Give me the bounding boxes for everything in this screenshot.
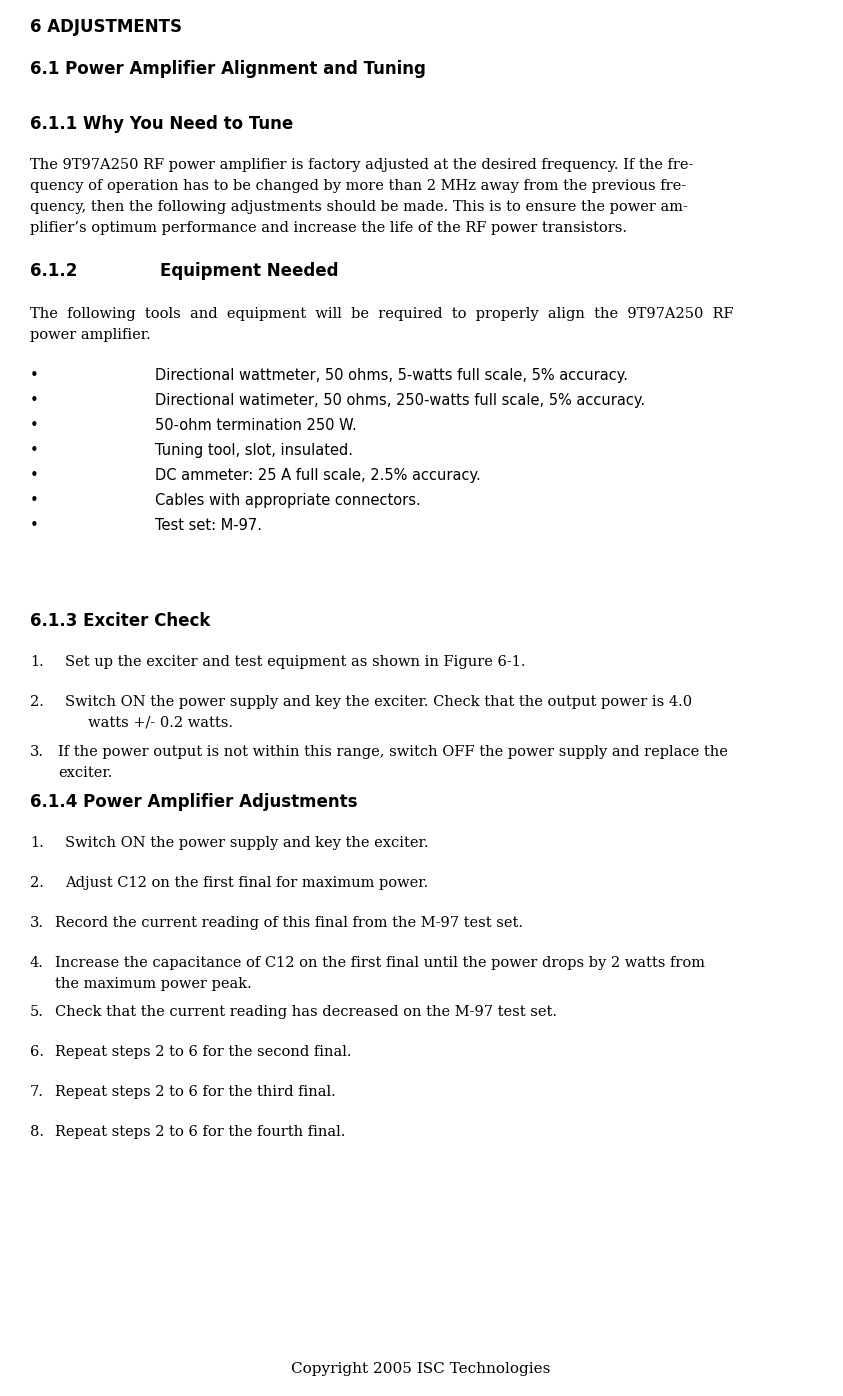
Text: •: •	[30, 394, 39, 408]
Text: 6.1 Power Amplifier Alignment and Tuning: 6.1 Power Amplifier Alignment and Tuning	[30, 60, 426, 78]
Text: the maximum power peak.: the maximum power peak.	[55, 977, 252, 991]
Text: Test set: M-97.: Test set: M-97.	[155, 518, 262, 533]
Text: •: •	[30, 493, 39, 508]
Text: 2.: 2.	[30, 695, 44, 709]
Text: Switch ON the power supply and key the exciter. Check that the output power is 4: Switch ON the power supply and key the e…	[65, 695, 692, 709]
Text: 1.: 1.	[30, 836, 44, 850]
Text: •: •	[30, 417, 39, 433]
Text: The  following  tools  and  equipment  will  be  required  to  properly  align  : The following tools and equipment will b…	[30, 307, 733, 321]
Text: 2.: 2.	[30, 877, 44, 891]
Text: watts +/- 0.2 watts.: watts +/- 0.2 watts.	[65, 716, 233, 730]
Text: 6 ADJUSTMENTS: 6 ADJUSTMENTS	[30, 18, 182, 36]
Text: 8.: 8.	[30, 1125, 44, 1139]
Text: Copyright 2005 ISC Technologies: Copyright 2005 ISC Technologies	[292, 1362, 550, 1376]
Text: 3.: 3.	[30, 745, 44, 759]
Text: Directional watimeter, 50 ohms, 250-watts full scale, 5% accuracy.: Directional watimeter, 50 ohms, 250-watt…	[155, 394, 645, 408]
Text: 50-ohm termination 250 W.: 50-ohm termination 250 W.	[155, 417, 357, 433]
Text: •: •	[30, 443, 39, 458]
Text: 3.: 3.	[30, 916, 44, 930]
Text: Repeat steps 2 to 6 for the third final.: Repeat steps 2 to 6 for the third final.	[55, 1085, 336, 1099]
Text: quency of operation has to be changed by more than 2 MHz away from the previous : quency of operation has to be changed by…	[30, 179, 686, 193]
Text: 1.: 1.	[30, 655, 44, 669]
Text: Repeat steps 2 to 6 for the fourth final.: Repeat steps 2 to 6 for the fourth final…	[55, 1125, 346, 1139]
Text: Repeat steps 2 to 6 for the second final.: Repeat steps 2 to 6 for the second final…	[55, 1046, 352, 1060]
Text: •: •	[30, 518, 39, 533]
Text: exciter.: exciter.	[58, 766, 112, 780]
Text: Set up the exciter and test equipment as shown in Figure 6-1.: Set up the exciter and test equipment as…	[65, 655, 525, 669]
Text: 4.: 4.	[30, 956, 44, 970]
Text: Tuning tool, slot, insulated.: Tuning tool, slot, insulated.	[155, 443, 353, 458]
Text: The 9T97A250 RF power amplifier is factory adjusted at the desired frequency. If: The 9T97A250 RF power amplifier is facto…	[30, 158, 694, 172]
Text: If the power output is not within this range, switch OFF the power supply and re: If the power output is not within this r…	[58, 745, 728, 759]
Text: Adjust C12 on the first final for maximum power.: Adjust C12 on the first final for maximu…	[65, 877, 428, 891]
Text: Switch ON the power supply and key the exciter.: Switch ON the power supply and key the e…	[65, 836, 428, 850]
Text: •: •	[30, 369, 39, 383]
Text: Increase the capacitance of C12 on the first final until the power drops by 2 wa: Increase the capacitance of C12 on the f…	[55, 956, 705, 970]
Text: 6.1.2: 6.1.2	[30, 262, 78, 281]
Text: 5.: 5.	[30, 1005, 44, 1019]
Text: 6.1.4 Power Amplifier Adjustments: 6.1.4 Power Amplifier Adjustments	[30, 793, 357, 811]
Text: Check that the current reading has decreased on the M-97 test set.: Check that the current reading has decre…	[55, 1005, 557, 1019]
Text: DC ammeter: 25 A full scale, 2.5% accuracy.: DC ammeter: 25 A full scale, 2.5% accura…	[155, 468, 481, 483]
Text: quency, then the following adjustments should be made. This is to ensure the pow: quency, then the following adjustments s…	[30, 200, 688, 214]
Text: Cables with appropriate connectors.: Cables with appropriate connectors.	[155, 493, 421, 508]
Text: 6.: 6.	[30, 1046, 44, 1060]
Text: Directional wattmeter, 50 ohms, 5-watts full scale, 5% accuracy.: Directional wattmeter, 50 ohms, 5-watts …	[155, 369, 628, 383]
Text: •: •	[30, 468, 39, 483]
Text: power amplifier.: power amplifier.	[30, 328, 151, 342]
Text: plifier’s optimum performance and increase the life of the RF power transistors.: plifier’s optimum performance and increa…	[30, 221, 627, 235]
Text: 7.: 7.	[30, 1085, 44, 1099]
Text: 6.1.1 Why You Need to Tune: 6.1.1 Why You Need to Tune	[30, 114, 293, 133]
Text: 6.1.3 Exciter Check: 6.1.3 Exciter Check	[30, 611, 211, 630]
Text: Record the current reading of this final from the M-97 test set.: Record the current reading of this final…	[55, 916, 523, 930]
Text: Equipment Needed: Equipment Needed	[160, 262, 339, 281]
